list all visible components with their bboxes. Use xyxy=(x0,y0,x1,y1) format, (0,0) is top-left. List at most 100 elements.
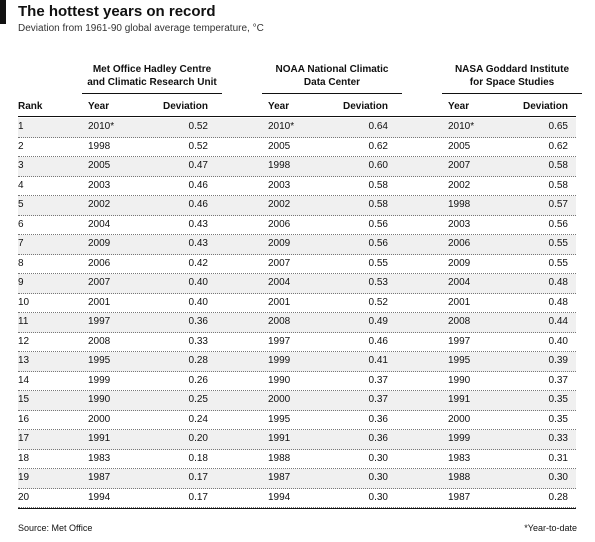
deviation-cell: 0.57 xyxy=(548,199,568,210)
year-cell: 2007 xyxy=(448,160,471,171)
table-row: 14 1999 0.26 1990 0.37 1990 0.37 xyxy=(18,372,576,391)
deviation-cell: 0.28 xyxy=(188,355,208,366)
year-cell: 2008 xyxy=(268,316,291,327)
year-cell: 2009 xyxy=(448,257,471,269)
year-cell: 1998 xyxy=(448,199,471,210)
rank-cell: 17 xyxy=(18,433,30,444)
group-header-line: and Climatic Research Unit xyxy=(87,77,217,88)
rank-cell: 5 xyxy=(18,199,24,210)
year-cell: 2000 xyxy=(268,394,291,405)
rank-cell: 15 xyxy=(18,394,30,405)
group-header-line: for Space Studies xyxy=(469,77,555,88)
year-cell: 1991 xyxy=(268,433,291,444)
source-note: Source: Met Office xyxy=(18,523,93,533)
column-header-deviation: Deviation xyxy=(162,101,208,112)
year-cell: 2006 xyxy=(448,238,471,249)
year-cell: 2001 xyxy=(268,296,291,308)
deviation-cell: 0.65 xyxy=(548,121,568,132)
deviation-cell: 0.31 xyxy=(548,452,568,464)
deviation-cell: 0.37 xyxy=(548,374,568,386)
deviation-cell: 0.18 xyxy=(188,452,208,464)
year-cell: 2001 xyxy=(448,296,471,308)
year-cell: 1987 xyxy=(448,491,471,503)
year-cell: 2009 xyxy=(88,238,111,249)
year-cell: 2010* xyxy=(88,121,115,132)
column-header-year: Year xyxy=(448,101,470,112)
deviation-cell: 0.52 xyxy=(368,296,388,308)
deviation-cell: 0.55 xyxy=(368,257,388,269)
year-cell: 1987 xyxy=(268,472,291,483)
rank-cell: 12 xyxy=(18,335,30,347)
deviation-cell: 0.35 xyxy=(548,394,568,405)
rank-cell: 2 xyxy=(18,140,24,152)
column-header-year: Year xyxy=(88,101,110,112)
table-bottom-rule xyxy=(18,508,576,509)
group-header-line: NASA Goddard Institute xyxy=(454,64,570,75)
year-cell: 2010* xyxy=(268,121,295,132)
year-cell: 1983 xyxy=(88,452,111,464)
year-cell: 1991 xyxy=(88,433,111,444)
year-cell: 2003 xyxy=(88,179,111,191)
deviation-cell: 0.46 xyxy=(368,335,388,347)
group-header-rule xyxy=(442,93,582,94)
year-cell: 1988 xyxy=(448,472,471,483)
deviation-cell: 0.47 xyxy=(188,160,208,171)
deviation-cell: 0.40 xyxy=(188,296,208,308)
rank-cell: 18 xyxy=(18,452,30,464)
year-cell: 2005 xyxy=(268,140,291,152)
deviation-cell: 0.30 xyxy=(548,472,568,483)
table-row: 1 2010* 0.52 2010* 0.64 2010* 0.65 xyxy=(18,118,576,138)
deviation-cell: 0.30 xyxy=(368,472,388,483)
footnote: *Year-to-date xyxy=(524,523,577,533)
column-header-deviation: Deviation xyxy=(522,101,568,112)
rank-cell: 11 xyxy=(18,316,29,327)
deviation-cell: 0.24 xyxy=(188,413,208,425)
table-row: 19 1987 0.17 1987 0.30 1988 0.30 xyxy=(18,469,576,489)
group-header-3: NASA Goddard Institute for Space Studies xyxy=(438,63,586,89)
year-cell: 2007 xyxy=(88,277,111,288)
year-cell: 2008 xyxy=(88,335,111,347)
deviation-cell: 0.30 xyxy=(368,491,388,503)
deviation-cell: 0.46 xyxy=(188,199,208,210)
year-cell: 1990 xyxy=(448,374,471,386)
year-cell: 2005 xyxy=(448,140,471,152)
year-cell: 1995 xyxy=(268,413,291,425)
rank-cell: 14 xyxy=(18,374,30,386)
deviation-cell: 0.33 xyxy=(548,433,568,444)
rank-cell: 3 xyxy=(18,160,24,171)
group-header-line: Data Center xyxy=(303,77,361,88)
year-cell: 1987 xyxy=(88,472,111,483)
deviation-cell: 0.28 xyxy=(548,491,568,503)
year-cell: 1988 xyxy=(268,452,291,464)
deviation-cell: 0.58 xyxy=(548,160,568,171)
deviation-cell: 0.41 xyxy=(368,355,388,366)
deviation-cell: 0.33 xyxy=(188,335,208,347)
table-row: 4 2003 0.46 2003 0.58 2002 0.58 xyxy=(18,177,576,196)
year-cell: 1997 xyxy=(88,316,111,327)
year-cell: 2002 xyxy=(88,199,111,210)
table-row: 11 1997 0.36 2008 0.49 2008 0.44 xyxy=(18,313,576,333)
rank-cell: 6 xyxy=(18,218,24,230)
title-accent-bar xyxy=(0,0,6,24)
year-cell: 2003 xyxy=(268,179,291,191)
deviation-cell: 0.44 xyxy=(548,316,568,327)
rank-cell: 20 xyxy=(18,491,30,503)
rank-cell: 8 xyxy=(18,257,24,269)
year-cell: 1994 xyxy=(268,491,291,503)
deviation-cell: 0.64 xyxy=(368,121,388,132)
year-cell: 1995 xyxy=(88,355,111,366)
year-cell: 2007 xyxy=(268,257,291,269)
deviation-cell: 0.36 xyxy=(368,413,388,425)
table-row: 10 2001 0.40 2001 0.52 2001 0.48 xyxy=(18,294,576,313)
table-row: 13 1995 0.28 1999 0.41 1995 0.39 xyxy=(18,352,576,372)
year-cell: 2005 xyxy=(88,160,111,171)
deviation-cell: 0.58 xyxy=(368,199,388,210)
year-cell: 2002 xyxy=(268,199,291,210)
year-cell: 1983 xyxy=(448,452,471,464)
deviation-cell: 0.52 xyxy=(188,140,208,152)
table-row: 15 1990 0.25 2000 0.37 1991 0.35 xyxy=(18,391,576,411)
table-row: 2 1998 0.52 2005 0.62 2005 0.62 xyxy=(18,138,576,157)
year-cell: 1998 xyxy=(88,140,111,152)
group-header-2: NOAA National Climatic Data Center xyxy=(258,63,406,89)
deviation-cell: 0.30 xyxy=(368,452,388,464)
